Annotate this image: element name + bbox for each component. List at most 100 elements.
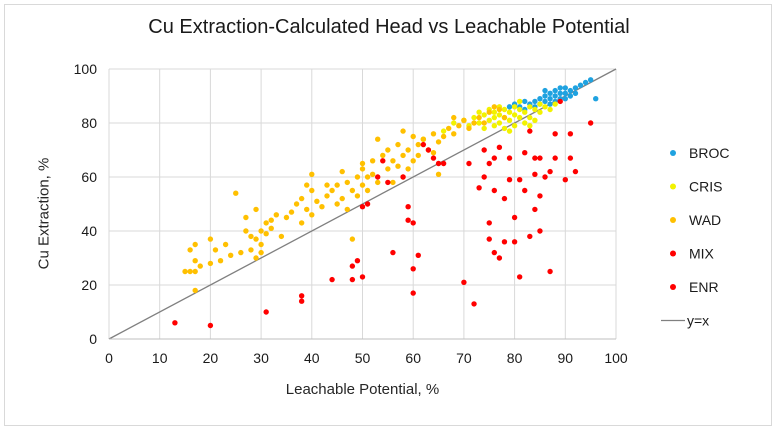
point-mix <box>496 144 503 150</box>
point-wad <box>207 260 214 267</box>
point-wad <box>263 231 269 237</box>
point-broc <box>506 104 513 110</box>
point-mix <box>557 98 563 105</box>
point-mix <box>405 204 411 210</box>
point-mix <box>496 255 503 261</box>
point-wad <box>349 187 356 194</box>
point-cris <box>522 109 528 115</box>
point-mix <box>511 239 518 245</box>
point-mix <box>207 322 214 329</box>
point-mix <box>354 258 361 264</box>
point-wad <box>420 136 427 142</box>
x-tick-label: 20 <box>203 350 219 366</box>
point-wad <box>258 249 264 256</box>
point-wad <box>344 206 350 213</box>
point-broc <box>547 101 553 107</box>
point-mix <box>390 249 396 256</box>
point-wad <box>415 152 421 159</box>
point-mix <box>415 252 421 258</box>
point-mix <box>552 131 558 137</box>
point-broc <box>562 90 568 97</box>
point-broc <box>547 90 553 97</box>
point-mix <box>329 276 335 283</box>
point-mix <box>471 301 477 307</box>
point-wad <box>304 206 310 213</box>
point-cris <box>516 98 523 105</box>
point-wad <box>309 171 315 177</box>
point-wad <box>364 187 371 194</box>
point-wad <box>263 220 269 226</box>
point-mix <box>430 155 437 161</box>
point-mix <box>172 320 178 326</box>
point-wad <box>243 214 249 221</box>
point-mix <box>491 155 498 161</box>
point-wad <box>359 166 366 172</box>
point-cris <box>501 125 508 132</box>
point-wad <box>227 252 234 258</box>
chart-frame <box>4 4 772 426</box>
point-mix <box>547 268 553 275</box>
point-mix <box>547 168 553 175</box>
point-broc <box>552 87 558 94</box>
point-wad <box>258 241 264 248</box>
point-wad <box>349 236 356 242</box>
point-wad <box>243 228 249 234</box>
point-mix <box>461 279 467 285</box>
point-cris <box>506 117 513 124</box>
point-wad <box>380 152 386 159</box>
point-wad <box>309 187 315 194</box>
point-wad <box>440 133 447 140</box>
point-mix <box>405 217 411 223</box>
point-wad <box>435 139 442 145</box>
point-wad <box>248 233 254 240</box>
point-mix <box>349 263 356 269</box>
point-mix <box>380 158 386 164</box>
point-cris <box>522 120 528 126</box>
point-broc <box>577 82 584 88</box>
point-wad <box>268 225 274 231</box>
point-cris <box>547 106 553 113</box>
point-cris <box>527 114 533 121</box>
point-wad <box>324 182 330 188</box>
y-tick-label: 100 <box>74 61 98 77</box>
point-wad <box>248 247 254 253</box>
point-cris <box>532 106 538 113</box>
x-tick-label: 90 <box>558 350 574 366</box>
point-wad <box>359 182 366 188</box>
point-cris <box>486 117 492 124</box>
point-broc <box>552 93 558 99</box>
point-cris <box>527 123 533 129</box>
x-axis-label: Leachable Potential, % <box>285 381 440 398</box>
point-wad <box>182 268 188 275</box>
point-wad <box>273 212 280 218</box>
legend-label-broc: BROC <box>689 145 729 161</box>
point-wad <box>278 233 285 240</box>
point-wad <box>253 236 259 242</box>
point-wad <box>390 158 396 164</box>
point-cris <box>516 114 523 121</box>
point-wad <box>456 123 462 129</box>
point-wad <box>354 174 361 180</box>
point-mix <box>587 120 594 126</box>
x-tick-label: 70 <box>456 350 472 366</box>
point-mix <box>435 160 442 167</box>
point-wad <box>496 106 503 113</box>
point-wad <box>319 204 325 210</box>
point-mix <box>481 174 487 180</box>
point-cris <box>476 120 482 126</box>
point-wad <box>405 147 411 153</box>
chart-title: Cu Extraction-Calculated Head vs Leachab… <box>148 16 630 38</box>
point-wad <box>354 193 361 199</box>
point-mix <box>506 155 513 161</box>
point-wad <box>385 147 391 153</box>
x-tick-label: 30 <box>253 350 269 366</box>
y-tick-label: 40 <box>81 223 97 239</box>
point-mix <box>527 128 533 134</box>
point-mix <box>486 236 492 242</box>
point-cris <box>542 104 548 110</box>
point-mix <box>522 187 528 194</box>
point-wad <box>344 179 350 186</box>
x-tick-label: 40 <box>304 350 320 366</box>
point-cris <box>476 109 482 115</box>
x-tick-label: 100 <box>604 350 628 366</box>
